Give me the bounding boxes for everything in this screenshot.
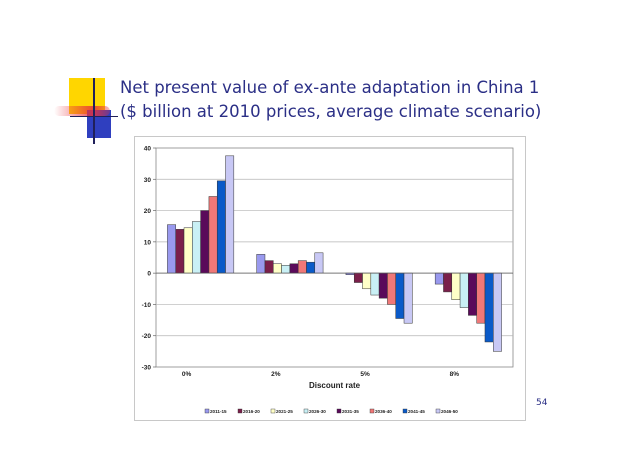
bar-2011-15-2% [256,254,266,274]
bar-2011-15-0% [167,224,176,274]
bar-2041-45-0% [216,180,226,274]
decor-vertical-line [93,78,95,144]
slide-title: Net present value of ex-ante adaptation … [120,76,590,124]
bar-2021-25-2% [273,263,282,274]
bar-2026-30-2% [281,265,291,274]
decor-red-streak [54,106,110,116]
bar-2046-50-0% [225,155,235,274]
bar-2021-25-0% [183,227,193,274]
legend-label-2036-40: 2036-40 [375,409,392,414]
x-tick-label: 5% [360,371,370,378]
bar-2036-40-5% [387,272,396,305]
page-number: 54 [536,398,548,408]
bar-2011-15-8% [434,272,444,285]
bar-chart: 40 30 20 10 0 -10 -20 -30 0% 2% 5% 8% Discount rate 2… [142,146,514,414]
bar-2016-20-0% [175,229,185,274]
bar-2046-50-5% [403,272,413,324]
x-tick-label: 2% [271,371,281,378]
legend-label-2016-20: 2016-20 [243,409,260,414]
bar-2016-20-8% [443,272,453,293]
legend-label-2041-45: 2041-45 [408,409,425,414]
bar-2041-45-2% [306,261,316,274]
bar-2031-35-2% [289,263,299,274]
legend-label-2021-25: 2021-25 [276,409,293,414]
bar-2021-25-8% [451,272,461,300]
slide-title-line-2: ($ billion at 2010 prices, average clima… [120,102,542,121]
legend-swatch-2041-45 [402,408,408,414]
y-tick-label: 0 [147,271,151,278]
legend-swatch-2021-25 [270,408,276,414]
legend-label-2026-30: 2026-30 [309,409,326,414]
legend-swatch-2036-40 [369,408,375,414]
y-tick-label: 20 [144,208,152,215]
y-tick-label: -20 [142,333,152,340]
legend-swatch-2011-15 [204,408,210,414]
legend-label-2031-35: 2031-35 [342,409,359,414]
legend-label-2011-15: 2011-15 [210,409,227,414]
bar-2031-35-8% [468,272,477,316]
bar-2031-35-5% [378,272,388,299]
bar-2026-30-0% [192,221,201,274]
decor-horizontal-line [70,116,118,117]
bar-2016-20-5% [353,272,363,283]
x-tick-label: 0% [182,371,192,378]
y-tick-label: 40 [144,146,152,153]
bar-2036-40-2% [297,260,307,274]
y-tick-label: 30 [144,177,152,184]
bar-2021-25-5% [362,272,372,290]
slide-title-line-1: Net present value of ex-ante adaptation … [120,78,540,97]
bar-2016-20-2% [264,260,274,274]
y-tick-label: 10 [144,239,152,246]
chart-frame: 40 30 20 10 0 -10 -20 -30 0% 2% 5% 8% Discount rate 2… [134,136,526,421]
legend-label-2046-50: 2046-50 [441,409,458,414]
y-tick-label: -10 [142,302,152,309]
bar-2046-50-2% [314,252,324,274]
bar-2036-40-8% [476,272,486,324]
bar-2026-30-5% [370,272,380,296]
legend-swatch-2026-30 [303,408,309,414]
legend-swatch-2016-20 [237,408,243,414]
bar-2046-50-8% [493,272,502,352]
legend-swatch-2031-35 [336,408,342,414]
bar-2036-40-0% [208,196,218,274]
bar-2026-30-8% [459,272,469,308]
bar-2041-45-5% [395,272,405,319]
x-axis-title: Discount rate [309,381,361,390]
bar-2041-45-8% [484,272,494,343]
x-tick-label: 8% [450,371,460,378]
bar-2031-35-0% [200,210,210,274]
legend-swatch-2046-50 [435,408,441,414]
y-tick-label: -30 [142,365,152,372]
